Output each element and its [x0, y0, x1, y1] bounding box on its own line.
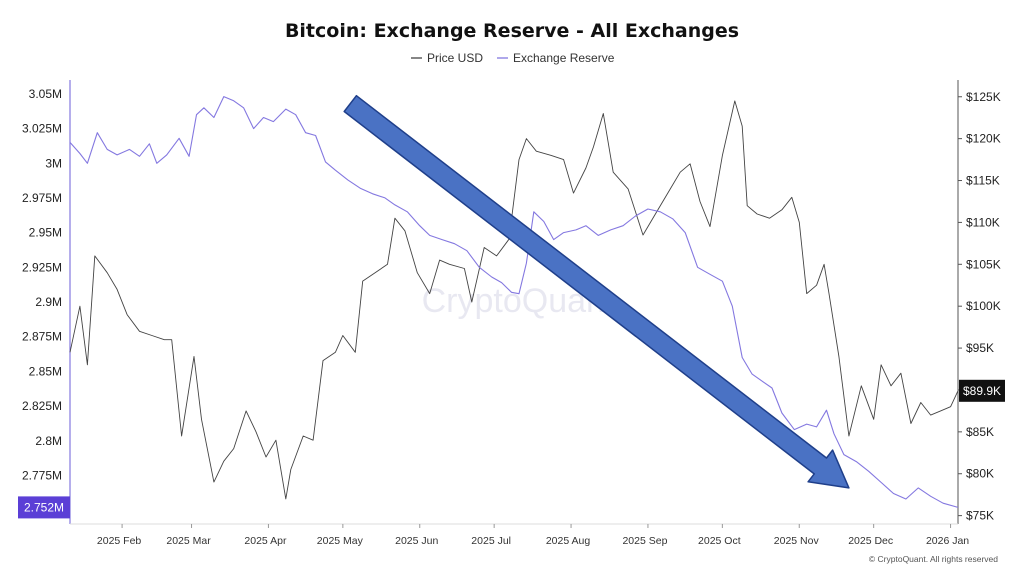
x-tick-label: 2025 Dec	[848, 535, 893, 547]
price-badge-box	[959, 379, 1005, 402]
left-tick-label: 2.875M	[22, 330, 62, 344]
x-tick-label: 2025 Mar	[166, 535, 211, 547]
left-tick-label: 2.975M	[22, 191, 62, 205]
left-tick-label: 2.8M	[35, 434, 62, 448]
price-current-badge: $89.9K	[959, 379, 1005, 402]
right-tick-label: $80K	[966, 467, 994, 481]
reserve-current-badge: 2.752M	[18, 496, 70, 519]
left-axis-ticks: 2.775M 2.8M 2.825M 2.85M 2.875M 2.9M 2.925M 2.9…	[22, 87, 62, 483]
right-tick-label: $85K	[966, 425, 994, 439]
left-tick-label: 2.775M	[22, 468, 62, 482]
left-tick-label: 3.025M	[22, 122, 62, 136]
price-badge-label: $89.9K	[963, 384, 1001, 398]
left-tick-label: 2.825M	[22, 399, 62, 413]
reserve-series-line	[69, 96, 959, 508]
left-tick-label: 2.85M	[29, 364, 62, 378]
legend-label-price: Price USD	[427, 51, 483, 65]
reserve-badge-label: 2.752M	[24, 500, 64, 514]
chart-title: Bitcoin: Exchange Reserve - All Exchange…	[285, 20, 739, 42]
right-tick-label: $115K	[966, 174, 1000, 188]
right-tick-label: $110K	[966, 215, 1000, 229]
x-tick-label: 2025 Aug	[546, 535, 591, 547]
trend-arrow	[343, 94, 850, 489]
x-axis-ticks: 2025 Feb 2025 Mar 2025 Apr 2025 May 2025 Jun…	[97, 524, 969, 547]
copyright-note: © CryptoQuant. All rights reserved	[869, 554, 998, 564]
right-tick-label: $75K	[966, 509, 994, 523]
left-tick-label: 2.925M	[22, 260, 62, 274]
legend: Price USD Exchange Reserve	[411, 51, 615, 65]
x-tick-label: 2026 Jan	[926, 535, 969, 547]
right-tick-label: $125K	[966, 90, 1001, 104]
right-tick-label: $105K	[966, 257, 1001, 271]
x-tick-label: 2025 Jun	[395, 535, 438, 547]
reserve-badge-box	[18, 496, 70, 519]
x-tick-label: 2025 Oct	[698, 535, 741, 547]
right-tick-label: $120K	[966, 132, 1001, 146]
x-tick-label: 2025 Nov	[774, 535, 820, 547]
left-tick-label: 3.05M	[29, 87, 62, 101]
left-tick-label: 2.95M	[29, 226, 62, 240]
price-series-line	[69, 100, 959, 500]
x-tick-label: 2025 Feb	[97, 535, 142, 547]
left-tick-label: 3M	[45, 156, 62, 170]
right-tick-label: $100K	[966, 299, 1001, 313]
x-tick-label: 2025 Apr	[244, 535, 287, 547]
right-tick-label: $95K	[966, 341, 994, 355]
x-tick-label: 2025 Sep	[622, 535, 667, 547]
x-tick-label: 2025 Jul	[471, 535, 511, 547]
legend-label-reserve: Exchange Reserve	[513, 51, 615, 65]
left-tick-label: 2.9M	[35, 295, 62, 309]
trend-arrow-shape	[343, 94, 850, 489]
x-tick-label: 2025 May	[317, 535, 364, 547]
right-axis-ticks: $75K$80K$85K$90K$95K$100K$105K$110K$115K…	[958, 90, 1001, 523]
